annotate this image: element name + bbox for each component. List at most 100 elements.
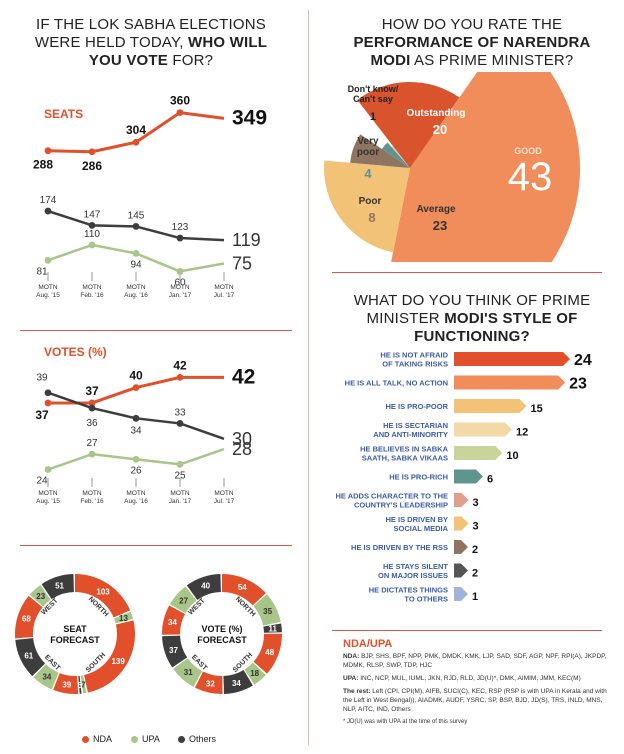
data-label-nda: 286	[82, 159, 102, 173]
bar-category-label: SOCIAL MEDIA	[394, 524, 449, 533]
data-label-upa: 28	[232, 439, 252, 459]
bar-category-label: HE DICTATES THINGS	[369, 586, 448, 595]
data-point-others	[88, 221, 96, 229]
donut-title: VOTE (%)	[201, 624, 242, 634]
data-label-upa: 94	[130, 259, 142, 270]
x-tick-label: Jul. '17	[214, 292, 235, 299]
data-point-nda	[88, 148, 96, 156]
data-point-others	[132, 223, 140, 230]
bar-category-label: HE IS NOT AFRAID	[380, 351, 448, 360]
bar	[454, 469, 483, 484]
data-label-nda: 349	[232, 106, 267, 129]
data-point-nda	[176, 373, 184, 381]
donut-value-label: 51	[55, 581, 64, 590]
pie-slice-poor	[350, 134, 410, 168]
bar-category-label: OF TAKING RISKS	[382, 360, 448, 369]
donut-value-label: 32	[206, 680, 215, 689]
data-label-others: 123	[172, 222, 189, 233]
donut-value-label: 37	[169, 646, 178, 655]
pie-label: Average	[416, 204, 456, 215]
data-point-others	[132, 414, 140, 422]
x-tick-label: MOTN	[214, 284, 233, 291]
bar-value-label: 15	[531, 403, 543, 415]
x-tick-label: Jan. '17	[169, 498, 192, 505]
donut-value-label: 103	[96, 587, 110, 596]
data-point-upa	[176, 461, 184, 468]
left-divider-1	[20, 330, 292, 331]
x-tick-label: MOTN	[82, 490, 101, 497]
bar	[454, 352, 570, 366]
donut-segment-west-nda	[222, 574, 266, 606]
x-tick-label: MOTN	[170, 284, 189, 291]
data-point-upa	[132, 455, 140, 463]
data-point-nda	[176, 109, 184, 116]
bar-category-label: HE IS DRIVEN BY THE RSS	[351, 543, 448, 552]
donut-value-label: 54	[238, 583, 247, 592]
bar	[454, 375, 566, 390]
donut-value-label: 139	[111, 657, 125, 666]
data-label-upa: 24	[36, 476, 48, 487]
donut-value-label: 35	[263, 607, 272, 616]
seats-panel: IF THE LOK SABHA ELECTIONS WERE HELD TOD…	[0, 0, 300, 330]
legend-others: Others	[178, 734, 216, 744]
pie-label: Very	[357, 136, 379, 147]
data-point-upa	[44, 256, 52, 264]
pie-value: 20	[433, 122, 447, 137]
bar-category-label: HE IS SECTARIAN	[383, 421, 448, 430]
donut-value-label: 40	[201, 582, 210, 591]
bar-category-label: HE IS PRO-POOR	[385, 402, 448, 411]
legend-upa-label: UPA	[142, 734, 160, 744]
data-point-others	[44, 207, 52, 215]
bar-value-label: 2	[472, 544, 478, 556]
left-divider-2	[20, 545, 292, 546]
bar	[454, 493, 469, 507]
donut-value-label: 7	[81, 680, 86, 689]
pie-label: Outstanding	[407, 108, 466, 119]
donut-segment-east-others	[41, 574, 74, 600]
notes-nda: NDA: BJP, SHS, BPF, NPP, PMK, DMDK, KMK,…	[343, 653, 607, 669]
data-label-others: 147	[84, 209, 101, 220]
seats-title: IF THE LOK SABHA ELECTIONS WERE HELD TOD…	[34, 16, 268, 69]
data-label-nda: 37	[85, 384, 99, 398]
donut-segment-west-upa	[114, 611, 134, 624]
x-tick-label: MOTN	[126, 284, 145, 291]
bar-value-label: 1	[472, 591, 478, 603]
bar	[454, 516, 469, 531]
data-label-nda: 304	[126, 123, 146, 137]
donut-segment-east-upa	[169, 586, 197, 614]
x-tick-label: MOTN	[214, 490, 233, 497]
pie-value: 43	[508, 155, 553, 199]
notes-upa: UPA: INC, NCP, MUL, IUML, JKN, RJD, RLD,…	[343, 675, 581, 682]
data-point-nda	[132, 384, 140, 391]
bar	[454, 399, 527, 413]
donut-value-label: 61	[24, 652, 33, 661]
data-point-others	[176, 234, 184, 242]
x-tick-label: Jul. '17	[214, 498, 235, 505]
donut-segment-east-nda	[15, 595, 43, 639]
donut-segment-south-nda	[194, 671, 223, 694]
center-divider	[308, 10, 309, 745]
bar-value-label: 2	[472, 568, 478, 580]
donut-segment-north-nda	[84, 620, 135, 693]
pie-value: 23	[433, 218, 447, 233]
data-label-others: 119	[232, 230, 261, 250]
data-label-nda: 37	[35, 408, 49, 422]
notes-footnote: * JD(U) was with UPA at the time of this…	[343, 719, 468, 725]
donut-segment-south-others	[162, 635, 188, 668]
party-notes: NDA/UPA NDA: BJP, SHS, BPF, NPP, PMK, DM…	[343, 639, 613, 731]
legend-others-swatch	[178, 735, 185, 743]
donut-value-label: 13	[119, 614, 128, 623]
data-label-upa: 75	[232, 253, 252, 273]
pie-title: HOW DO YOU RATE THE PERFORMANCE OF NAREN…	[353, 16, 591, 69]
donut-segment-east-upa	[29, 585, 51, 607]
data-point-others	[44, 389, 52, 397]
pie-slice-average	[324, 160, 410, 253]
data-label-upa: 60	[174, 277, 186, 288]
pie-label: Don't know/	[348, 84, 399, 94]
data-label-others: 33	[174, 407, 186, 418]
donut-segment-west-others	[263, 623, 282, 633]
legend-others-label: Others	[189, 734, 217, 744]
data-label-others: 145	[128, 210, 145, 221]
pie-value: 1	[370, 111, 376, 123]
